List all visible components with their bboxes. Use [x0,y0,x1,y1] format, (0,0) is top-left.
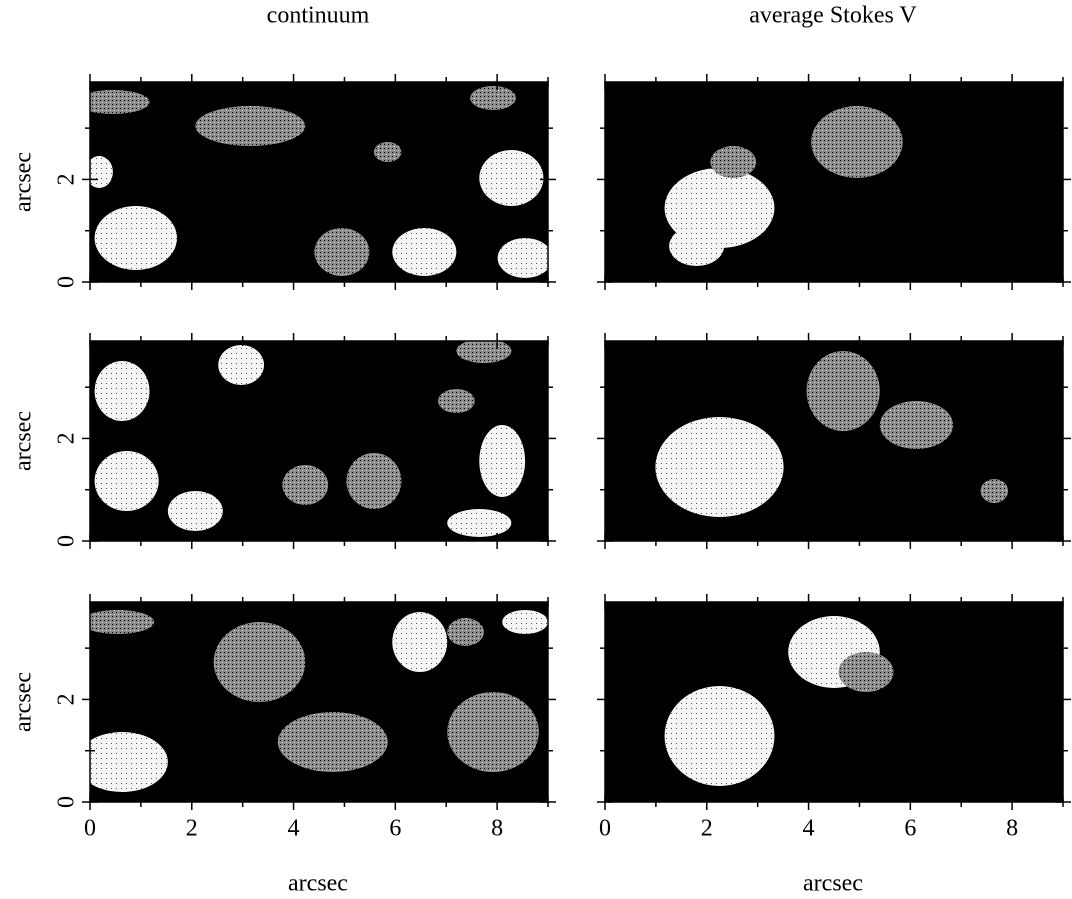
x-tick-label: 4 [288,816,300,842]
y-tick-label: 2 [54,432,80,444]
blob [438,389,475,413]
blob [838,652,894,692]
blob [282,465,329,505]
blob [90,90,150,114]
blob [94,206,178,270]
blob [664,686,775,786]
image-panel: 0 2 arcsec [11,333,556,549]
y-tick-label: 0 [54,796,80,808]
image-blobs [664,106,903,266]
image-blobs [664,616,894,786]
blob [980,479,1009,503]
y-tick-label: 0 [54,276,80,288]
frame [604,81,1064,283]
blob [346,453,402,509]
blob [314,228,370,276]
frame [89,81,549,283]
blob [669,226,725,266]
x-tick-label: 6 [389,816,401,842]
blob [392,612,448,672]
y-tick-label: 0 [54,535,80,547]
image-blobs [94,341,526,537]
image-blobs [90,86,548,278]
x-tick-label: 8 [1006,816,1018,842]
blob [90,610,155,634]
blob [497,238,548,278]
blob [811,106,903,178]
blob [94,361,150,421]
image-background [90,341,548,541]
blob [90,732,168,792]
x-tick-label: 6 [904,816,916,842]
blob [806,351,880,431]
blob [447,692,539,772]
image-panel: 0 2 arcsec [11,74,556,290]
blob [373,142,402,162]
x-tick-label: 0 [599,816,611,842]
blob [479,425,526,497]
y-tick-label: 2 [54,173,80,185]
x-tick-label: 4 [803,816,815,842]
blob [277,712,388,772]
blob [195,106,306,146]
x-tick-label: 2 [701,816,713,842]
image-blobs [90,610,548,792]
blob [710,146,757,178]
blob [94,451,159,511]
image-panel: 0 2 4 6 8 [597,594,1071,842]
blob [879,401,954,449]
column-title: continuum [267,3,370,29]
blob [447,509,512,537]
blob [456,341,512,363]
image-panel: 0 2 4 6 8 0 2 arcsec [11,594,556,842]
image-panel [597,74,1071,290]
frame [604,340,1064,542]
x-label: arcsec [288,871,348,897]
frame [89,601,549,803]
x-tick-label: 8 [491,816,503,842]
x-tick-label: 0 [84,816,96,842]
blob [213,622,306,702]
blob [392,228,457,276]
blob [218,345,265,385]
y-label: arcsec [11,152,37,212]
blob [447,618,484,646]
blob [479,150,544,206]
image-blobs [655,351,1009,517]
column-title: average Stokes V [749,3,917,29]
blob [167,491,223,531]
y-tick-label: 2 [54,693,80,705]
blob [502,610,548,634]
blob [655,417,784,517]
image-panel [597,333,1071,549]
blob [470,86,516,110]
frame [604,601,1064,803]
x-tick-label: 2 [186,816,198,842]
panels: 0 2 arcsec 0 2 arcsec 0 2 4 6 8 0 2 arcsec 0 2 4 6 8 [11,74,1071,842]
y-label: arcsec [11,411,37,471]
x-label: arcsec [803,871,863,897]
frame [89,340,549,542]
y-label: arcsec [11,672,37,732]
